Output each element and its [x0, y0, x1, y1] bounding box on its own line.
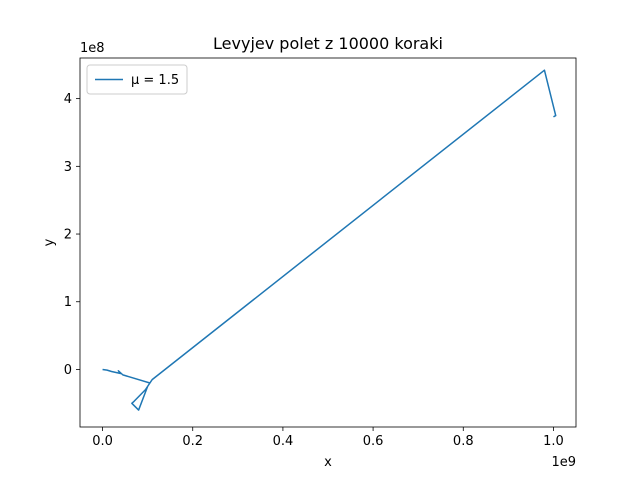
chart-title: Levyjev polet z 10000 koraki — [213, 34, 443, 53]
y-axis-offset-label: 1e8 — [80, 41, 105, 56]
y-tick-label: 1 — [64, 295, 72, 310]
y-tick-label: 2 — [64, 228, 72, 243]
x-tick-label: 0.4 — [273, 434, 294, 449]
x-axis-ticks: 0.0 0.2 0.4 0.6 0.8 1.0 — [92, 427, 564, 449]
plot-area — [79, 57, 577, 428]
y-axis-ticks: 0 1 2 3 4 — [64, 92, 80, 378]
legend: μ = 1.5 — [86, 64, 188, 95]
series-line-0 — [102, 69, 557, 411]
x-tick-label: 0.2 — [182, 434, 203, 449]
y-tick-label: 4 — [64, 92, 72, 107]
legend-label-0: μ = 1.5 — [131, 73, 179, 88]
legend-box — [86, 64, 188, 95]
x-axis-offset-label: 1e9 — [551, 455, 576, 470]
y-axis-label: y — [42, 238, 57, 246]
y-tick-label: 3 — [64, 160, 72, 175]
x-tick-label: 0.0 — [92, 434, 113, 449]
y-tick-label: 0 — [64, 363, 72, 378]
x-tick-label: 0.8 — [453, 434, 474, 449]
axes-frame — [79, 57, 577, 428]
x-tick-label: 1.0 — [543, 434, 564, 449]
x-tick-label: 0.6 — [363, 434, 384, 449]
x-axis-label: x — [324, 455, 332, 470]
